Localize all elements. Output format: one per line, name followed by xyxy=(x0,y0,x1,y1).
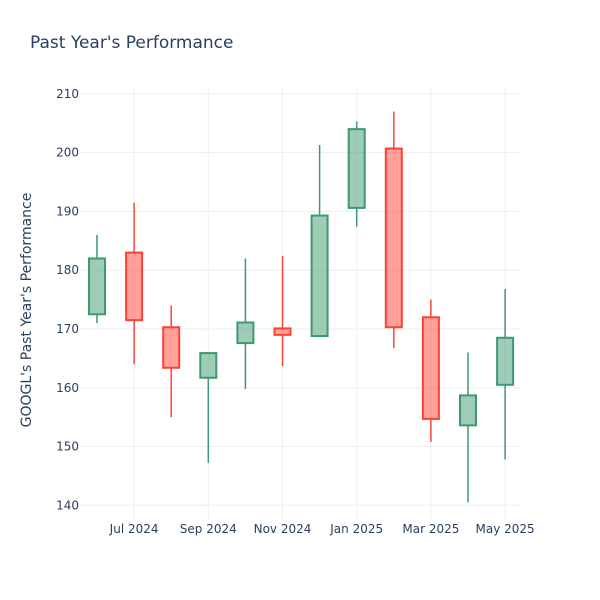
candle xyxy=(347,121,366,227)
candle-body-decreasing xyxy=(273,327,292,336)
y-tick-label: 200 xyxy=(56,146,79,160)
x-tick-label: Mar 2025 xyxy=(402,522,459,536)
candle xyxy=(236,258,255,389)
candle xyxy=(199,352,218,463)
candlestick-series xyxy=(88,111,515,503)
candle-body-increasing xyxy=(347,128,366,209)
grid-lines xyxy=(80,88,520,520)
candle-body-increasing xyxy=(199,352,218,379)
candle-body-increasing xyxy=(88,257,106,316)
candle-body-decreasing xyxy=(125,251,144,322)
y-tick-label: 170 xyxy=(56,322,79,336)
x-tick-label: Sep 2024 xyxy=(180,522,237,536)
candle xyxy=(273,256,292,367)
y-tick-label: 160 xyxy=(56,381,79,395)
candle xyxy=(459,352,477,503)
y-tick-label: 180 xyxy=(56,263,79,277)
candle xyxy=(496,289,515,460)
y-tick-label: 190 xyxy=(56,204,79,218)
x-axis-ticks: Jul 2024 Sep 2024 Nov 2024 Jan 2025 Mar 2025… xyxy=(109,522,535,536)
y-axis-ticks: 140 150 160 170 180 190 200 210 xyxy=(56,87,79,512)
candle-body-decreasing xyxy=(384,147,403,329)
x-tick-label: Jan 2025 xyxy=(329,522,383,536)
candle xyxy=(162,305,181,418)
candle xyxy=(384,111,403,348)
candle xyxy=(421,299,440,442)
candle-body-increasing xyxy=(236,321,255,345)
candle xyxy=(88,234,106,324)
candle-body-increasing xyxy=(496,336,515,386)
candle xyxy=(310,145,329,338)
y-tick-label: 150 xyxy=(56,440,79,454)
y-tick-label: 210 xyxy=(56,87,79,101)
x-tick-label: Jul 2024 xyxy=(109,522,159,536)
candle-body-increasing xyxy=(459,394,477,427)
x-tick-label: May 2025 xyxy=(476,522,535,536)
candle-body-decreasing xyxy=(162,326,181,369)
candle-body-increasing xyxy=(310,214,329,338)
y-tick-label: 140 xyxy=(56,498,79,512)
chart-title: Past Year's Performance xyxy=(30,33,234,53)
candle-body-decreasing xyxy=(421,316,440,420)
x-tick-label: Nov 2024 xyxy=(254,522,312,536)
candle xyxy=(125,202,144,365)
